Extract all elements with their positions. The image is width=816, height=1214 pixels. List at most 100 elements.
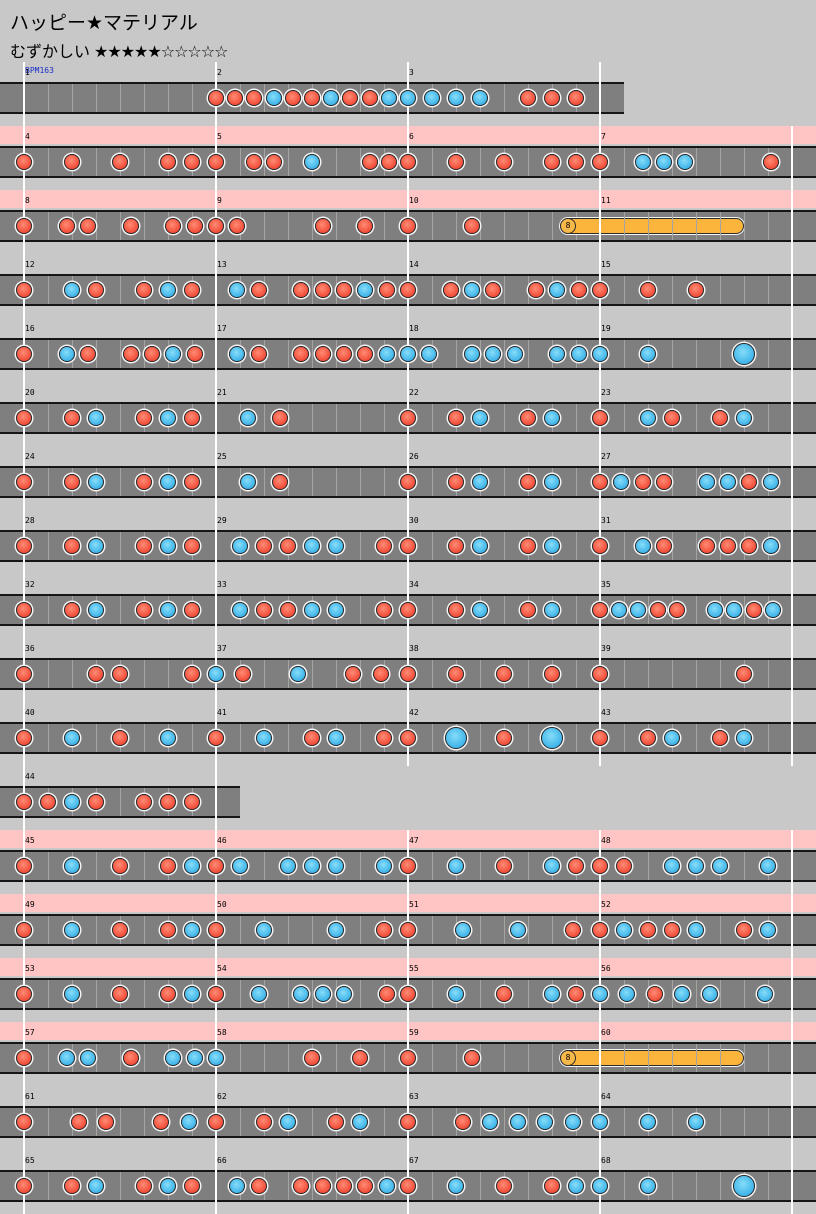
ka-note [229,346,246,362]
beat-line [528,1044,529,1072]
don-note [656,538,672,554]
don-note [144,346,160,362]
beat-line [48,148,49,176]
beat-line [120,1108,121,1136]
beat-line [96,212,97,240]
beat-line [240,916,241,944]
beat-line [120,340,121,368]
beat-line [336,1044,337,1072]
don-note [16,154,32,170]
beat-line [576,468,577,496]
don-note [342,90,359,106]
ka-note [472,410,488,426]
ka-note [290,666,307,682]
measure-line [599,62,601,126]
don-note [208,1114,224,1130]
don-note [372,666,389,682]
beat-line [528,148,529,176]
ka-note [619,986,636,1002]
beat-line [120,468,121,496]
ka-note [64,730,80,746]
beat-line [480,916,481,944]
don-note [361,154,378,170]
ka-note [323,90,340,106]
don-note [304,1050,320,1066]
ka-note [472,90,488,106]
beat-line [432,276,433,304]
beat-line [696,212,697,240]
ka-note [698,474,715,490]
don-note [376,602,392,618]
ka-note [357,282,374,298]
measure-number: 68 [601,1156,611,1165]
chart-row: 16 17 18 19 [0,318,816,382]
measure-line [215,766,217,830]
measure-number: 28 [25,516,35,525]
don-note [664,922,680,938]
don-note [160,154,176,170]
don-note [153,1114,170,1130]
measure-line [215,510,217,574]
don-note [112,986,128,1002]
beat-line [528,212,529,240]
ka-note [726,602,743,618]
measure-number: 12 [25,260,35,269]
measure-number: 20 [25,388,35,397]
don-note [688,282,704,298]
measure-number: 63 [409,1092,419,1101]
beat-line [624,660,625,688]
don-note [520,410,536,426]
don-note [568,858,584,874]
beat-line [552,212,553,240]
beat-line [360,84,361,112]
ka-note [707,602,724,618]
don-note [592,282,608,298]
beat-line [744,212,745,240]
beat-line [384,404,385,432]
beat-line [312,340,313,368]
beat-line [744,1108,745,1136]
ka-note [634,538,651,554]
beat-line [720,276,721,304]
beat-line [624,404,625,432]
don-note [496,666,512,682]
don-note [745,602,762,618]
don-note [380,154,397,170]
beat-line [480,1172,481,1200]
ka-note [756,986,773,1002]
beat-line [720,148,721,176]
beat-line [456,340,457,368]
difficulty-label: むずかしい [10,42,91,61]
beat-line [264,404,265,432]
chart-row: 24 25 26 27 [0,446,816,510]
measure-line [215,446,217,510]
don-note [328,1114,344,1130]
measure-number: 11 [601,196,611,205]
beat-line [504,532,505,560]
beat-line [240,148,241,176]
measure-number: 4 [25,132,30,141]
don-note [668,602,685,618]
don-note [400,986,416,1002]
don-note [592,922,608,938]
don-note [256,1114,272,1130]
ka-note [537,1114,554,1130]
beat-line [360,532,361,560]
measure-number: 42 [409,708,419,717]
don-note [640,282,656,298]
don-note [64,1178,80,1194]
don-note [16,538,32,554]
beat-line [432,980,433,1008]
measure-line [791,318,793,382]
ka-note [544,858,560,874]
don-note [496,1178,512,1194]
measure-number: 14 [409,260,419,269]
measure-line [791,638,793,702]
ka-note [640,346,656,362]
beat-line [648,660,649,688]
ka-note [448,858,464,874]
beat-line [336,660,337,688]
measure-line [215,574,217,638]
beat-line [432,1044,433,1072]
don-note [378,986,395,1002]
